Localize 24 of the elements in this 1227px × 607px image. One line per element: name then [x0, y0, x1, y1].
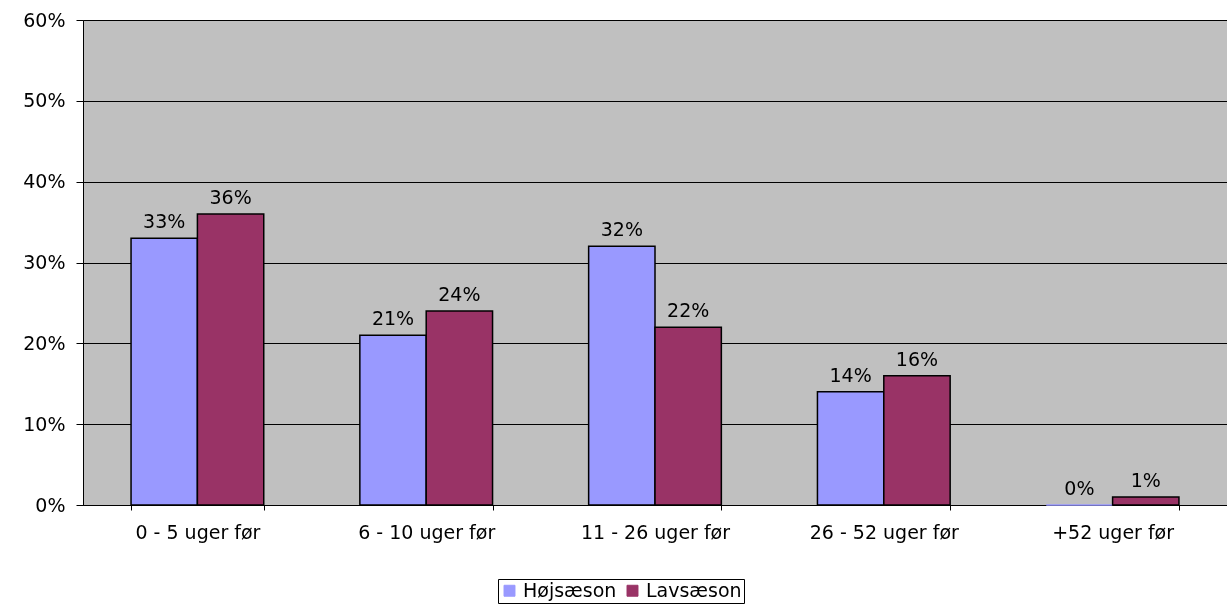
y-tick-label: 20% — [23, 331, 66, 354]
data-label: 36% — [209, 186, 252, 208]
data-label: 33% — [143, 210, 186, 233]
data-label: 16% — [895, 347, 939, 370]
x-tick-label: 26 - 52 uger før — [809, 520, 960, 543]
y-tick-label: 40% — [23, 170, 66, 193]
legend-label: Højsæson — [523, 578, 617, 601]
x-tick-label: 6 - 10 uger før — [358, 520, 496, 543]
x-tick-label: +52 uger før — [1052, 520, 1175, 543]
x-tick-label: 0 - 5 uger før — [135, 520, 261, 543]
y-tick-label: 60% — [23, 8, 66, 31]
data-label: 21% — [371, 307, 415, 330]
data-label: 0% — [1064, 477, 1095, 499]
data-label: 24% — [438, 283, 481, 305]
data-label: 1% — [1130, 468, 1161, 491]
data-label: 32% — [600, 218, 643, 241]
data-label: 14% — [829, 363, 872, 386]
y-tick-label: 10% — [23, 412, 66, 435]
data-label: 22% — [667, 299, 710, 322]
y-tick-label: 30% — [23, 251, 66, 273]
legend-label: Lavsæson — [646, 578, 742, 601]
y-tick-label: 0% — [35, 493, 66, 516]
y-tick-label: 50% — [23, 89, 66, 112]
x-tick-label: 11 - 26 uger før — [580, 520, 731, 543]
